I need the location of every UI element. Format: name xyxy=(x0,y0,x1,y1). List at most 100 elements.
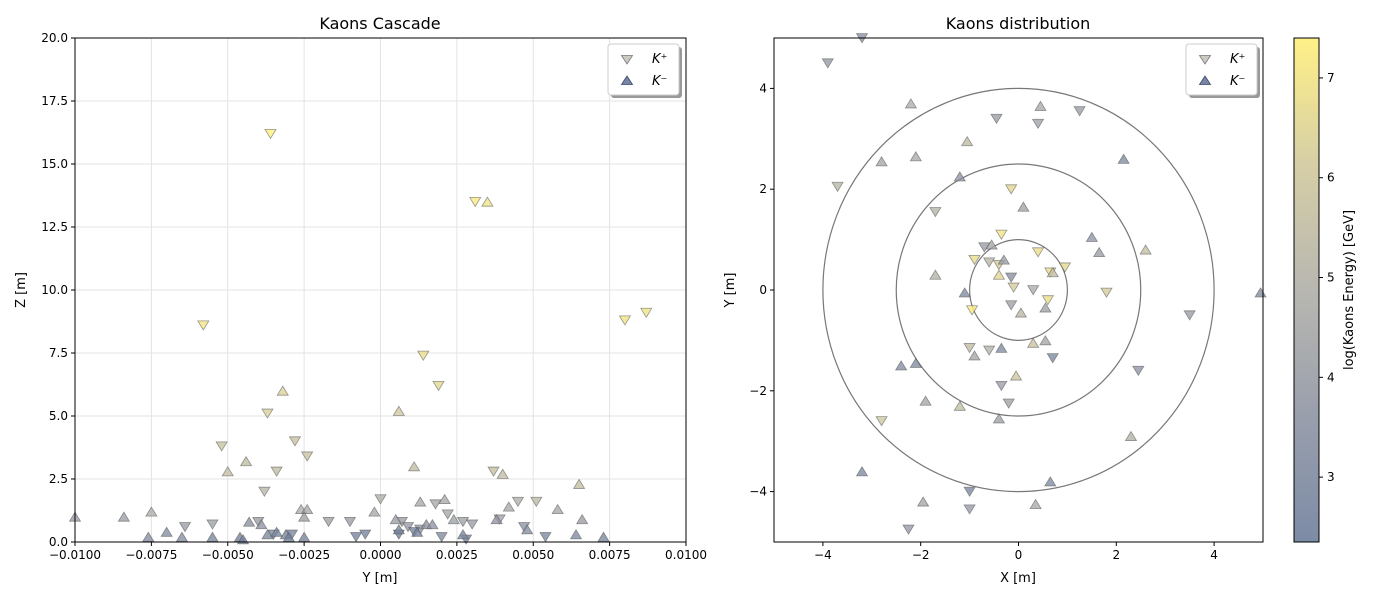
distribution-y-tick-label: −4 xyxy=(749,485,767,499)
cascade-x-tick-label: −0.0100 xyxy=(49,548,101,562)
kminus-point xyxy=(1039,302,1052,313)
kminus-point xyxy=(909,150,923,162)
kplus-point xyxy=(530,496,543,508)
cascade-points xyxy=(68,128,653,545)
kminus-point xyxy=(175,531,189,542)
kplus-point xyxy=(432,380,445,392)
kminus-point xyxy=(919,395,932,406)
cascade-y-tick-label: 20.0 xyxy=(41,31,68,45)
kminus-point xyxy=(904,98,918,109)
kplus-point xyxy=(468,197,482,208)
kminus-point xyxy=(502,501,516,512)
distribution-x-tick-label: −2 xyxy=(912,548,930,562)
colorbar-tick-label: 7 xyxy=(1327,71,1335,85)
cascade-x-tick-label: 0.0050 xyxy=(512,548,554,562)
cascade-x-tick-label: −0.0025 xyxy=(278,548,330,562)
kminus-point xyxy=(1124,430,1138,441)
kplus-point xyxy=(968,254,981,266)
kplus-point xyxy=(963,486,976,498)
radius-circle xyxy=(822,87,1215,493)
radius-circle xyxy=(968,239,1068,342)
kminus-point xyxy=(481,196,494,207)
kplus-point xyxy=(465,519,479,530)
kplus-point xyxy=(487,466,500,477)
colorbar-tick-label: 4 xyxy=(1327,370,1335,384)
colorbar-ticks: 3 4 5 6 7 xyxy=(1319,71,1335,484)
kminus-point xyxy=(282,531,296,542)
kminus-point xyxy=(447,513,461,525)
kplus-point xyxy=(270,466,283,477)
distribution-x-tick-label: 4 xyxy=(1210,548,1218,562)
distribution-legend-box xyxy=(1185,43,1258,96)
kminus-point xyxy=(997,254,1011,265)
cascade-y-label: Z [m] xyxy=(14,272,29,308)
kminus-point xyxy=(410,526,424,537)
kminus-point xyxy=(953,400,967,411)
distribution-legend[interactable]: K⁺ K⁻ xyxy=(1185,43,1260,98)
kplus-point xyxy=(965,305,979,316)
cascade-legend-kplus-marker xyxy=(620,55,634,65)
kminus-point xyxy=(551,503,564,515)
kminus-point xyxy=(1017,201,1030,212)
kplus-point xyxy=(963,343,976,354)
kplus-point xyxy=(1058,262,1072,273)
kplus-point xyxy=(429,499,442,510)
kminus-point xyxy=(255,518,268,530)
kplus-point xyxy=(206,519,219,530)
kplus-point xyxy=(258,486,271,498)
kplus-point xyxy=(995,229,1008,241)
distribution-y-ticks: −4 −2 0 2 4 xyxy=(749,81,774,499)
kminus-point xyxy=(992,269,1006,280)
kplus-point xyxy=(417,350,430,361)
kminus-point xyxy=(909,357,923,368)
distribution-y-tick-label: −2 xyxy=(749,384,767,398)
kminus-point xyxy=(1092,246,1106,257)
kplus-point xyxy=(1004,272,1018,283)
kplus-point xyxy=(197,320,210,331)
cascade-x-tick-label: −0.0075 xyxy=(125,548,177,562)
kminus-point xyxy=(1117,153,1130,164)
cascade-legend[interactable]: K⁺ K⁻ xyxy=(607,43,682,98)
kminus-point xyxy=(117,511,131,522)
distribution-legend-kminus-marker xyxy=(1198,75,1212,85)
kplus-point xyxy=(441,509,454,520)
cascade-y-ticks: 0.0 2.5 5.0 7.5 10.0 12.5 15.0 17.5 20.0 xyxy=(41,31,75,549)
kminus-point xyxy=(142,531,155,542)
kminus-point xyxy=(426,518,439,530)
kminus-point xyxy=(1026,337,1040,348)
cascade-x-tick-label: 0.0025 xyxy=(436,548,478,562)
kminus-point xyxy=(392,523,406,535)
kplus-point xyxy=(1002,398,1015,409)
distribution-x-ticks: −4 −2 0 2 4 xyxy=(814,542,1218,562)
kplus-point xyxy=(511,496,525,508)
distribution-legend-kplus-marker xyxy=(1198,55,1212,65)
kminus-point xyxy=(992,413,1006,424)
distribution-x-tick-label: 2 xyxy=(1112,548,1120,562)
kplus-point xyxy=(1041,295,1055,306)
colorbar-label: log(Kaons Energy) [GeV] xyxy=(1342,210,1357,370)
kplus-point xyxy=(982,345,996,356)
cascade-y-tick-label: 17.5 xyxy=(41,94,68,108)
kplus-point xyxy=(963,504,976,515)
kminus-point xyxy=(438,493,451,504)
colorbar: 3 4 5 6 7 log(Kaons Energy) [GeV] xyxy=(1293,37,1357,543)
distribution-circles xyxy=(822,87,1215,493)
kplus-point xyxy=(618,315,632,326)
cascade-x-label: Y [m] xyxy=(362,571,398,586)
kminus-point xyxy=(985,239,998,250)
kminus-point xyxy=(414,496,427,507)
kminus-point xyxy=(239,455,253,467)
kminus-point xyxy=(960,135,974,147)
kminus-point xyxy=(995,342,1008,353)
kplus-point xyxy=(1046,353,1059,364)
kplus-point xyxy=(929,207,942,218)
kminus-point xyxy=(456,528,470,540)
cascade-x-tick-label: 0.0075 xyxy=(589,548,631,562)
kplus-point xyxy=(300,451,314,462)
kminus-point xyxy=(160,526,173,537)
kplus-point xyxy=(261,408,274,419)
kminus-point xyxy=(916,496,930,507)
cascade-y-tick-label: 2.5 xyxy=(49,472,68,486)
kplus-point xyxy=(349,532,363,543)
